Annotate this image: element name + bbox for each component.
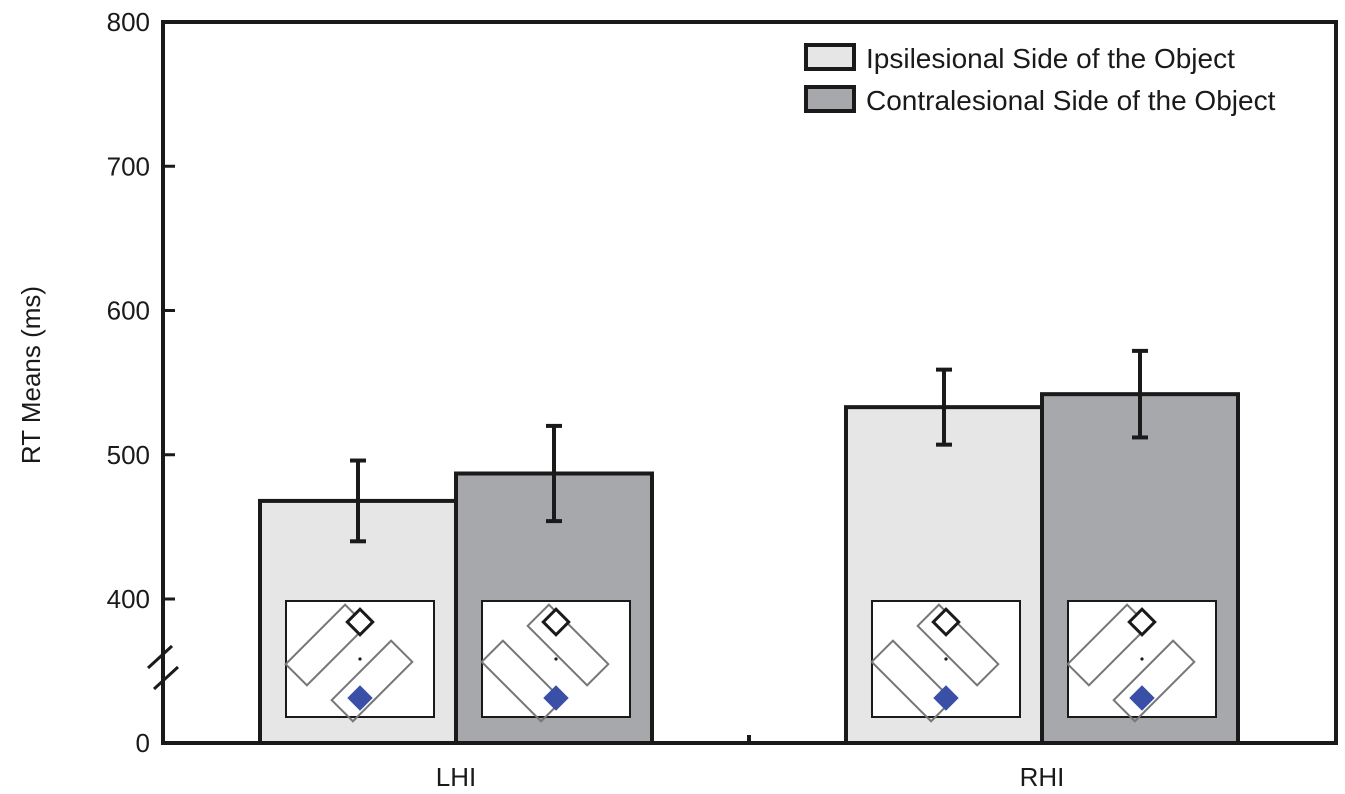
x-category-label: LHI xyxy=(436,762,476,792)
y-axis: 0 400 500 600 700 800 xyxy=(107,7,175,758)
y-tick-label: 800 xyxy=(107,7,150,37)
diamond-cue-and-rectangles-icon xyxy=(870,600,1021,723)
error-bars-layer xyxy=(350,348,1148,544)
y-tick-label: 0 xyxy=(136,728,150,758)
legend-label-ipsilesional: Ipsilesional Side of the Object xyxy=(866,43,1235,74)
diamond-cue-and-rectangles-icon xyxy=(480,600,631,723)
diamond-cue-and-rectangles-icon xyxy=(284,600,435,723)
error-bar xyxy=(1132,348,1148,440)
error-bar xyxy=(936,367,952,447)
legend-label-contralesional: Contralesional Side of the Object xyxy=(866,85,1276,116)
legend: Ipsilesional Side of the Object Contrale… xyxy=(804,43,1276,116)
y-tick-label: 400 xyxy=(107,584,150,614)
diamond-cue-and-rectangles-icon xyxy=(1066,600,1217,723)
error-bar xyxy=(350,458,366,544)
insets-layer xyxy=(284,600,1217,723)
error-bar xyxy=(546,423,562,524)
axis-break-mark xyxy=(146,644,180,691)
legend-swatch-ipsilesional xyxy=(804,43,856,71)
y-tick-label: 700 xyxy=(107,151,150,181)
y-axis-title: RT Means (ms) xyxy=(16,286,46,464)
y-tick-label: 600 xyxy=(107,296,150,326)
legend-swatch-contralesional xyxy=(804,85,856,113)
y-tick-label: 500 xyxy=(107,440,150,470)
x-axis: LHI RHI xyxy=(436,762,1065,792)
x-category-label: RHI xyxy=(1020,762,1065,792)
